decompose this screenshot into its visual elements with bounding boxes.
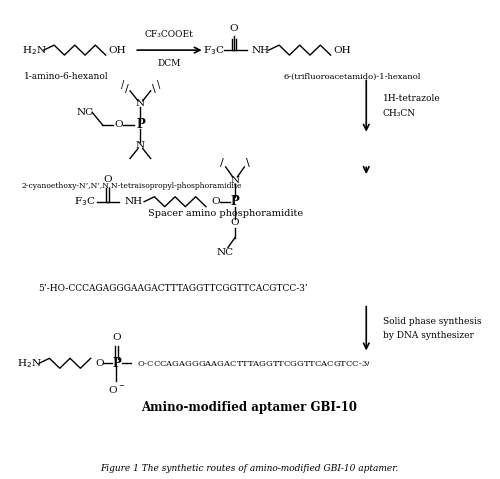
Text: 1-amino-6-hexanol: 1-amino-6-hexanol [24, 72, 108, 81]
Text: N: N [230, 176, 239, 185]
Text: by DNA synthesizer: by DNA synthesizer [382, 331, 474, 341]
Text: H$_2$N: H$_2$N [17, 357, 42, 370]
Text: O: O [230, 23, 238, 33]
Text: O: O [96, 359, 104, 368]
Text: 1H-tetrazole: 1H-tetrazole [382, 94, 440, 103]
Text: OH: OH [108, 46, 126, 55]
Text: NC: NC [216, 248, 234, 257]
Text: O: O [230, 218, 239, 227]
Text: Solid phase synthesis: Solid phase synthesis [382, 317, 481, 326]
Text: 5’-HO-CCCAGAGGGAAGACTTTAGGTTCGGTTCACGTCC-3’: 5’-HO-CCCAGAGGGAAGACTTTAGGTTCGGTTCACGTCC… [38, 284, 308, 293]
Text: N: N [136, 141, 145, 150]
Text: N: N [136, 99, 145, 108]
Text: O$^-$: O$^-$ [108, 384, 125, 395]
Text: O: O [112, 333, 121, 342]
Text: OH: OH [333, 46, 350, 55]
Text: 2-cyanoethoxy-N’,N’,N,N-tetraisopropyl-phosphoramidite: 2-cyanoethoxy-N’,N’,N,N-tetraisopropyl-p… [22, 182, 242, 190]
Text: \: \ [156, 80, 160, 90]
Text: NH: NH [125, 197, 143, 206]
Text: /: / [121, 80, 124, 90]
Text: P: P [112, 357, 121, 370]
Text: Amino-modified aptamer GBI-10: Amino-modified aptamer GBI-10 [141, 400, 357, 413]
Text: /: / [220, 158, 224, 168]
Text: P: P [230, 195, 239, 208]
Text: DCM: DCM [158, 59, 181, 68]
Text: NH: NH [252, 46, 270, 55]
Text: CH₃CN: CH₃CN [382, 109, 416, 118]
Text: \: \ [152, 84, 156, 94]
Text: H$_2$N: H$_2$N [22, 44, 46, 57]
Text: O-CCCAGAGGGAAGACTTTAGGTTCGGTTCACGTCC-3$\prime$: O-CCCAGAGGGAAGACTTTAGGTTCGGTTCACGTCC-3$\… [137, 359, 370, 368]
Text: /: / [126, 84, 129, 94]
Text: Spacer amino phosphoramidite: Spacer amino phosphoramidite [148, 209, 303, 218]
Text: 6-(trifluoroacetamido)-1-hexanol: 6-(trifluoroacetamido)-1-hexanol [284, 72, 421, 80]
Text: F$_3$C: F$_3$C [203, 44, 224, 57]
Text: P: P [136, 118, 144, 131]
Text: O: O [103, 175, 112, 184]
Text: O: O [114, 120, 123, 129]
Text: Figure 1 The synthetic routes of amino-modified GBI-10 aptamer.: Figure 1 The synthetic routes of amino-m… [100, 464, 398, 473]
Text: F$_3$C: F$_3$C [74, 195, 96, 208]
Text: NC: NC [76, 108, 94, 117]
Text: \: \ [246, 158, 250, 168]
Text: CF₃COOEt: CF₃COOEt [145, 30, 194, 39]
Text: O: O [212, 197, 220, 206]
